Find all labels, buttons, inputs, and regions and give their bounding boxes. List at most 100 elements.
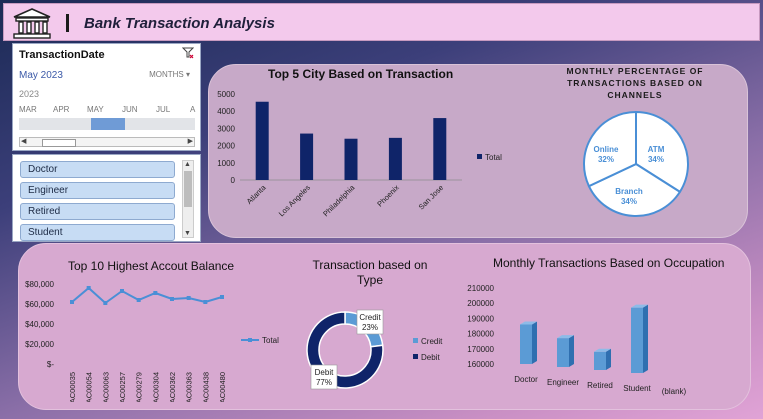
timeline-month[interactable]: MAR	[19, 105, 37, 114]
data-point	[203, 300, 208, 304]
y-tick-label: 4000	[217, 107, 235, 116]
slicer-item-student[interactable]: Student	[20, 224, 175, 241]
y-tick-label: $40,000	[25, 320, 54, 329]
y-tick-label: 180000	[467, 330, 494, 339]
legend-swatch	[413, 354, 418, 359]
bank-icon	[13, 8, 51, 39]
timeline-month[interactable]: MAY	[87, 105, 104, 114]
data-point	[170, 297, 174, 301]
data-point	[136, 298, 141, 302]
bar	[433, 118, 447, 180]
channel-chart-title: MONTHLY PERCENTAGE OF TRANSACTIONS BASED…	[566, 66, 704, 100]
slice-label: Branch	[615, 187, 643, 196]
scroll-left-icon[interactable]: ◀	[21, 138, 27, 145]
timeline-month[interactable]: JUL	[156, 105, 171, 114]
bar-side	[569, 335, 574, 367]
timeline-months: MAR APR MAY JUN JUL A	[19, 105, 197, 117]
timeline-year: 2023	[19, 89, 40, 99]
y-tick-label: 0	[231, 176, 236, 185]
y-tick-label: 160000	[467, 360, 494, 369]
y-tick-label: $20,000	[25, 340, 54, 349]
timeline-level-dropdown[interactable]: MONTHS ▾	[149, 70, 190, 79]
bar-top	[631, 304, 648, 308]
x-tick-label: AC00480	[218, 372, 227, 402]
x-tick-label: AC00438	[201, 372, 210, 402]
bar-front	[594, 351, 606, 370]
y-tick-label: 170000	[467, 345, 494, 354]
y-tick-label: 3000	[217, 124, 235, 133]
legend-swatch	[477, 154, 482, 159]
pie-slice	[587, 162, 682, 217]
title-divider	[66, 14, 69, 32]
type-chart-title: Transaction based on Type	[312, 258, 428, 287]
bar-side	[606, 348, 611, 370]
timeline-scrollbar[interactable]: ◀ ▶	[19, 137, 195, 147]
legend-label: Debit	[421, 353, 440, 362]
x-tick-label: AC00035	[68, 372, 77, 402]
city-chart-title: Top 5 City Based on Transaction	[268, 67, 454, 81]
y-tick-label: $80,000	[25, 280, 54, 289]
bar	[300, 133, 314, 180]
credit-callout	[356, 309, 384, 335]
legend-label: Total	[262, 336, 279, 345]
occupation-chart-title: Monthly Transactions Based on Occupation	[493, 256, 725, 270]
timeline-month[interactable]: A	[190, 105, 196, 114]
occupation-bar-chart: 160000 170000 180000 190000 200000 210000 Doct…	[467, 284, 686, 396]
y-tick-label: 190000	[467, 314, 494, 323]
data-point	[103, 301, 108, 305]
timeline-header: TransactionDate	[19, 49, 105, 61]
y-tick-label: 2000	[217, 142, 235, 151]
bar-front	[631, 307, 643, 373]
title-bar: Bank Transaction Analysis	[3, 3, 760, 41]
x-tick-label: Doctor	[514, 375, 538, 384]
legend-swatch	[413, 338, 418, 343]
city-bar-chart: 0 1000 2000 3000 4000 5000 Atlanta Los Angeles P…	[217, 90, 502, 218]
slicer-item-engineer[interactable]: Engineer	[20, 182, 175, 199]
x-tick-label: AC00362	[168, 372, 177, 402]
x-tick-label: AC00063	[101, 372, 110, 402]
transaction-date-timeline[interactable]: TransactionDate May 2023 MONTHS ▾ 2023 M…	[12, 43, 201, 151]
timeline-scroll-thumb[interactable]	[42, 139, 76, 147]
timeline-selection[interactable]	[91, 118, 125, 130]
x-tick-label: AC00279	[135, 372, 144, 402]
data-point	[220, 295, 224, 299]
bar-top	[594, 348, 611, 352]
bar-front	[557, 338, 569, 367]
y-tick-label: 210000	[467, 284, 494, 293]
slice-label: ATM	[648, 145, 665, 154]
timeline-month[interactable]: JUN	[122, 105, 138, 114]
x-tick-label: Phoenix	[375, 183, 401, 209]
slicer-item-retired[interactable]: Retired	[20, 203, 175, 220]
data-point	[120, 289, 124, 293]
scroll-down-icon[interactable]: ▼	[184, 230, 191, 237]
bar	[255, 101, 269, 180]
bar-top	[520, 321, 537, 325]
slice-value: 77%	[316, 378, 332, 387]
slicer-scrollbar[interactable]: ▲ ▼	[182, 160, 194, 238]
slice-label: Credit	[359, 313, 381, 322]
y-tick-label: 1000	[217, 159, 235, 168]
x-tick-label: Philadelphia	[321, 182, 357, 218]
clear-filter-icon[interactable]	[181, 47, 195, 62]
timeline-month[interactable]: APR	[53, 105, 70, 114]
y-tick-label: $-	[47, 360, 54, 369]
y-tick-label: 5000	[217, 90, 235, 99]
x-tick-label: Los Angeles	[277, 183, 312, 218]
x-tick-label: San Jose	[417, 183, 445, 211]
slice-label: Debit	[315, 368, 334, 377]
scroll-up-icon[interactable]: ▲	[184, 161, 191, 168]
bar-front	[520, 324, 532, 364]
slicer-scroll-thumb[interactable]	[184, 171, 192, 207]
slice-value: 34%	[621, 197, 637, 206]
x-tick-label: AC00054	[85, 372, 94, 402]
data-point	[186, 296, 191, 300]
bottom-chart-panel	[18, 243, 751, 410]
series-line	[71, 286, 223, 305]
timeline-bar[interactable]	[19, 118, 195, 130]
slicer-item-doctor[interactable]: Doctor	[20, 161, 175, 178]
scroll-right-icon[interactable]: ▶	[187, 138, 193, 145]
data-point	[153, 291, 158, 295]
slice-value: 23%	[362, 323, 378, 332]
balance-line-chart: $- $20,000 $40,000 $60,000 $80,000 AC00035 AC0…	[25, 280, 279, 402]
